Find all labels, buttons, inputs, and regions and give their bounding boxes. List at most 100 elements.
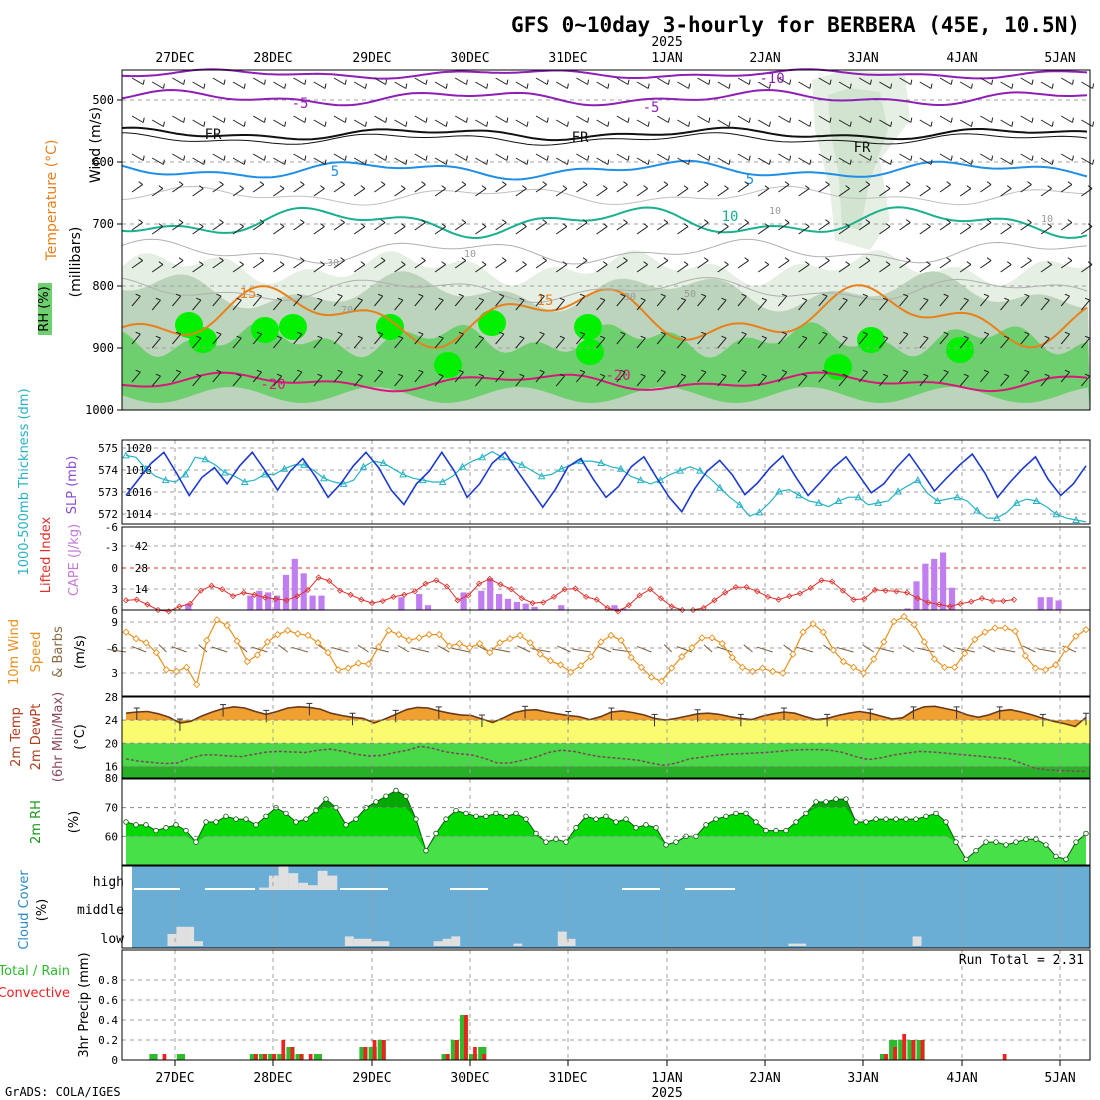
wind10-speed-marker [870,655,878,663]
upper-wind-barb-flag [337,293,343,297]
upper-wind-barb [616,77,630,85]
upper-wind-barb-flag [579,331,585,335]
upper-wind-barb-flag [405,83,408,89]
upper-wind-barb-staff [555,226,568,235]
upper-wind-barb-staff [879,188,891,197]
upper-wind-barb [1000,81,1014,89]
upper-wind-barb-staff [596,375,606,387]
upper-wind-barb-flag [943,293,949,297]
rh2m-marker [923,813,929,819]
rh2m-marker [533,830,539,837]
lifted-index-marker [262,594,269,601]
upper-wind-barb-flag [519,373,525,377]
upper-wind-barb [576,115,590,123]
upper-wind-barb [980,219,992,231]
upper-wind-barb-staff [656,222,669,231]
upper-wind-barb [778,181,790,193]
upper-wind-barb [374,181,386,193]
lifted-index-marker [807,584,814,591]
cloud-low-bar [797,943,807,946]
wind10-speed-marker [880,638,888,646]
upper-wind-barb-flag [781,369,787,373]
upper-wind-barb-staff [495,295,505,307]
wind10-ylabel-c: & Barbs [51,626,66,678]
upper-wind-barb-staff [151,226,164,235]
upper-wind-barb-staff [212,371,222,383]
cloud-high-streak [205,888,255,890]
upper-wind-barb [818,293,828,307]
wind10-speed-marker [455,639,464,648]
upper-wind-barb-flag [1027,219,1032,223]
upper-wind-barb-staff [535,222,547,231]
cape-bar [300,573,307,610]
upper-wind-barb [555,223,568,235]
upper-wind-barb-staff [414,371,424,383]
wind10-speed-marker [799,628,807,636]
upper-wind-barb [313,81,327,89]
wind10-barb [291,646,309,653]
upper-wind-barb-flag [1067,219,1073,223]
upper-wind-barb-staff [959,81,972,89]
cape-bar [256,590,263,610]
precip-total-bar [889,1040,898,1060]
upper-wind-barb-flag [441,261,446,265]
upper-wind-barb [555,297,565,311]
upper-wind-barb-flag [138,219,143,223]
cloud-low-bar [442,938,452,946]
upper-wind-barb [151,185,164,197]
upper-wind-barb [778,257,790,269]
lifted-index-marker [358,596,365,603]
upper-wind-barb-flag [566,121,569,127]
wind10-speed-marker [304,631,312,640]
wind10-barb [916,647,935,653]
bottom-date-label: 3JAN [847,1071,878,1086]
upper-wind-barb-flag [522,223,527,227]
rh2m-ytick-label: 60 [105,830,118,843]
upper-wind-barb-flag [869,117,872,123]
wind10-barb [331,647,349,653]
upper-wind-barb [252,77,266,85]
upper-wind-barb [656,293,666,307]
upper-wind-barb [252,181,265,193]
upper-wind-barb [252,115,266,123]
upper-wind-barb-staff [273,188,285,197]
upper-wind-barb-flag [946,219,951,223]
upper-wind-barb-flag [943,331,949,335]
upper-wind-barb-staff [212,295,222,307]
upper-wind-barb [1081,335,1091,349]
upper-wind-barb [434,223,446,235]
wind10-speed-marker [839,657,848,666]
top-date-label: 2JAN [749,51,780,66]
upper-wind-barb [939,153,953,161]
upper-wind-barb [899,219,911,231]
upper-wind-barb [596,335,606,349]
upper-wind-barb [535,369,545,383]
rh2m-marker [943,819,949,825]
upper-wind-barb [636,81,650,89]
wind10-speed-marker [182,663,191,671]
upper-wind-barb-flag [768,159,771,165]
upper-wind-barb-flag [1071,117,1074,123]
upper-wind-barb-flag [1006,261,1012,265]
upper-wind-barb [252,369,262,383]
upper-wind-barb [899,115,913,123]
cape-bar [531,606,538,610]
lifted-index-marker [775,596,782,603]
precip-convective-bar [162,1054,167,1060]
cloud-low-bar [362,938,372,946]
cloud-low-bar [185,926,195,946]
upper-wind-barb-staff [879,81,891,89]
upper-wind-barb-staff [636,299,646,311]
cloud-high-streak [622,888,660,890]
upper-wind-barb-staff [172,77,184,85]
precip-total-bar [313,1054,322,1060]
wind10-barb [716,646,733,653]
upper-wind-barb-staff [919,119,932,127]
upper-wind-barb [475,157,489,165]
upper-wind-barb-flag [405,159,408,165]
rh2m-marker [163,825,169,831]
upper-wind-barb-staff [1081,299,1091,311]
upper-wind-barb-flag [297,293,303,297]
rh2m-marker [643,822,649,828]
upper-wind-barb-staff [959,375,969,387]
